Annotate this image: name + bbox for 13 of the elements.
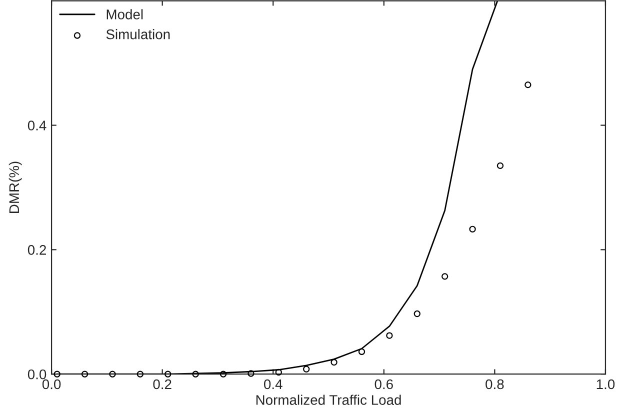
y-tick-label: 0.0 xyxy=(28,369,46,380)
y-tick-label: 0.4 xyxy=(28,120,46,130)
x-tick-label: 0.6 xyxy=(374,379,393,390)
x-tick-label: 1.0 xyxy=(596,379,615,390)
x-tick-label: 0.8 xyxy=(486,379,504,390)
y-tick-label: 0.2 xyxy=(28,245,46,255)
y-axis-title: DMR(%) xyxy=(8,162,22,213)
x-tick-label: 0.2 xyxy=(153,379,172,390)
legend-label: Simulation xyxy=(106,29,170,40)
x-tick-label: 0.4 xyxy=(264,379,282,390)
x-tick-label: 0.0 xyxy=(42,379,61,390)
x-axis-title: Normalized Traffic Load xyxy=(256,394,401,405)
legend-label: Model xyxy=(106,9,143,20)
